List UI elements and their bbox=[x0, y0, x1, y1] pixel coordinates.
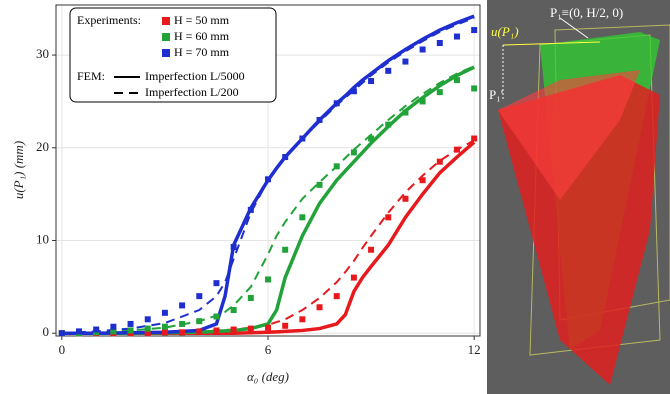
experiment-point bbox=[145, 326, 151, 332]
experiment-point bbox=[385, 68, 391, 74]
legend-label: H = 60 mm bbox=[174, 29, 230, 43]
render-label: P₁≡(0, H/2, 0) bbox=[550, 5, 623, 20]
experiment-point bbox=[334, 293, 340, 299]
experiment-point bbox=[368, 78, 374, 84]
experiment-point bbox=[265, 176, 271, 182]
experiment-point bbox=[248, 295, 254, 301]
experiment-point bbox=[437, 40, 443, 46]
legend-label: H = 50 mm bbox=[174, 13, 230, 27]
experiment-point bbox=[196, 318, 202, 324]
y-tick-label: 30 bbox=[36, 46, 49, 61]
experiment-point bbox=[334, 100, 340, 106]
experiment-point bbox=[317, 182, 323, 188]
y-axis-label: u(P₁) (mm) bbox=[11, 141, 26, 199]
experiment-point bbox=[213, 327, 219, 333]
experiment-point bbox=[282, 323, 288, 329]
experiment-point bbox=[368, 247, 374, 253]
experiment-point bbox=[162, 324, 168, 330]
x-tick-label: 6 bbox=[265, 342, 272, 357]
legend-swatch bbox=[162, 49, 170, 57]
experiment-point bbox=[93, 327, 99, 333]
experiment-point bbox=[128, 327, 134, 333]
experiment-point bbox=[437, 89, 443, 95]
legend-label: Imperfection L/5000 bbox=[145, 69, 245, 83]
render-label: u(P₁) bbox=[491, 24, 519, 39]
experiment-point bbox=[231, 327, 237, 333]
experiment-point bbox=[231, 244, 237, 250]
experiment-point bbox=[76, 328, 82, 334]
experiment-point bbox=[231, 307, 237, 313]
experiment-point bbox=[179, 321, 185, 327]
experiment-point bbox=[179, 329, 185, 335]
experiment-point bbox=[471, 85, 477, 91]
experiment-point bbox=[196, 328, 202, 334]
legend-label: H = 70 mm bbox=[174, 45, 230, 59]
experiment-point bbox=[351, 275, 357, 281]
experiment-point bbox=[179, 302, 185, 308]
legend-swatch bbox=[162, 33, 170, 41]
legend: Experiments: H = 50 mm H = 60 mm H = 70 mm F… bbox=[70, 8, 276, 102]
experiment-point bbox=[351, 149, 357, 155]
experiment-point bbox=[282, 247, 288, 253]
experiment-point bbox=[265, 276, 271, 282]
legend-heading: Experiments: bbox=[77, 13, 141, 27]
experiment-point bbox=[213, 280, 219, 286]
x-tick-label: 0 bbox=[59, 342, 66, 357]
y-tick-label: 20 bbox=[36, 139, 49, 154]
y-tick-label: 10 bbox=[36, 231, 49, 246]
experiment-point bbox=[420, 98, 426, 104]
figure: P₁≡(0, H/2, 0) u(P₁) P₁' α₀ (deg) u(P₁) … bbox=[0, 0, 670, 394]
experiment-point bbox=[145, 316, 151, 322]
experiment-point bbox=[454, 77, 460, 83]
experiment-point bbox=[454, 34, 460, 40]
experiment-point bbox=[471, 136, 477, 142]
experiment-point bbox=[471, 27, 477, 33]
experiment-point bbox=[248, 326, 254, 332]
experiment-point bbox=[128, 321, 134, 327]
experiment-point bbox=[265, 325, 271, 331]
x-axis-label: α₀ (deg) bbox=[247, 369, 289, 384]
render-label: P₁' bbox=[489, 87, 503, 102]
experiment-point bbox=[162, 329, 168, 335]
experiment-point bbox=[317, 304, 323, 310]
experiment-point bbox=[317, 117, 323, 123]
experiment-point bbox=[420, 47, 426, 53]
experiment-point bbox=[437, 159, 443, 165]
experiment-point bbox=[385, 214, 391, 220]
experiment-point bbox=[299, 316, 305, 322]
experiment-point bbox=[248, 207, 254, 213]
experiment-point bbox=[213, 314, 219, 320]
experiment-point bbox=[334, 163, 340, 169]
experiment-point bbox=[402, 59, 408, 65]
experiment-point bbox=[420, 177, 426, 183]
y-tick-label: 0 bbox=[43, 324, 50, 339]
experiment-point bbox=[282, 154, 288, 160]
legend-heading: FEM: bbox=[77, 69, 105, 83]
experiment-point bbox=[402, 110, 408, 116]
experiment-point bbox=[454, 147, 460, 153]
x-tick-label: 12 bbox=[468, 342, 481, 357]
experiment-point bbox=[299, 214, 305, 220]
experiment-point bbox=[299, 136, 305, 142]
experiment-point bbox=[402, 196, 408, 202]
experiment-point bbox=[351, 88, 357, 94]
experiment-point bbox=[59, 330, 65, 336]
experiment-point bbox=[368, 136, 374, 142]
experiment-point bbox=[385, 122, 391, 128]
experiment-point bbox=[110, 324, 116, 330]
experiment-point bbox=[162, 310, 168, 316]
legend-label: Imperfection L/200 bbox=[145, 85, 239, 99]
legend-swatch bbox=[162, 17, 170, 25]
experiment-point bbox=[196, 293, 202, 299]
